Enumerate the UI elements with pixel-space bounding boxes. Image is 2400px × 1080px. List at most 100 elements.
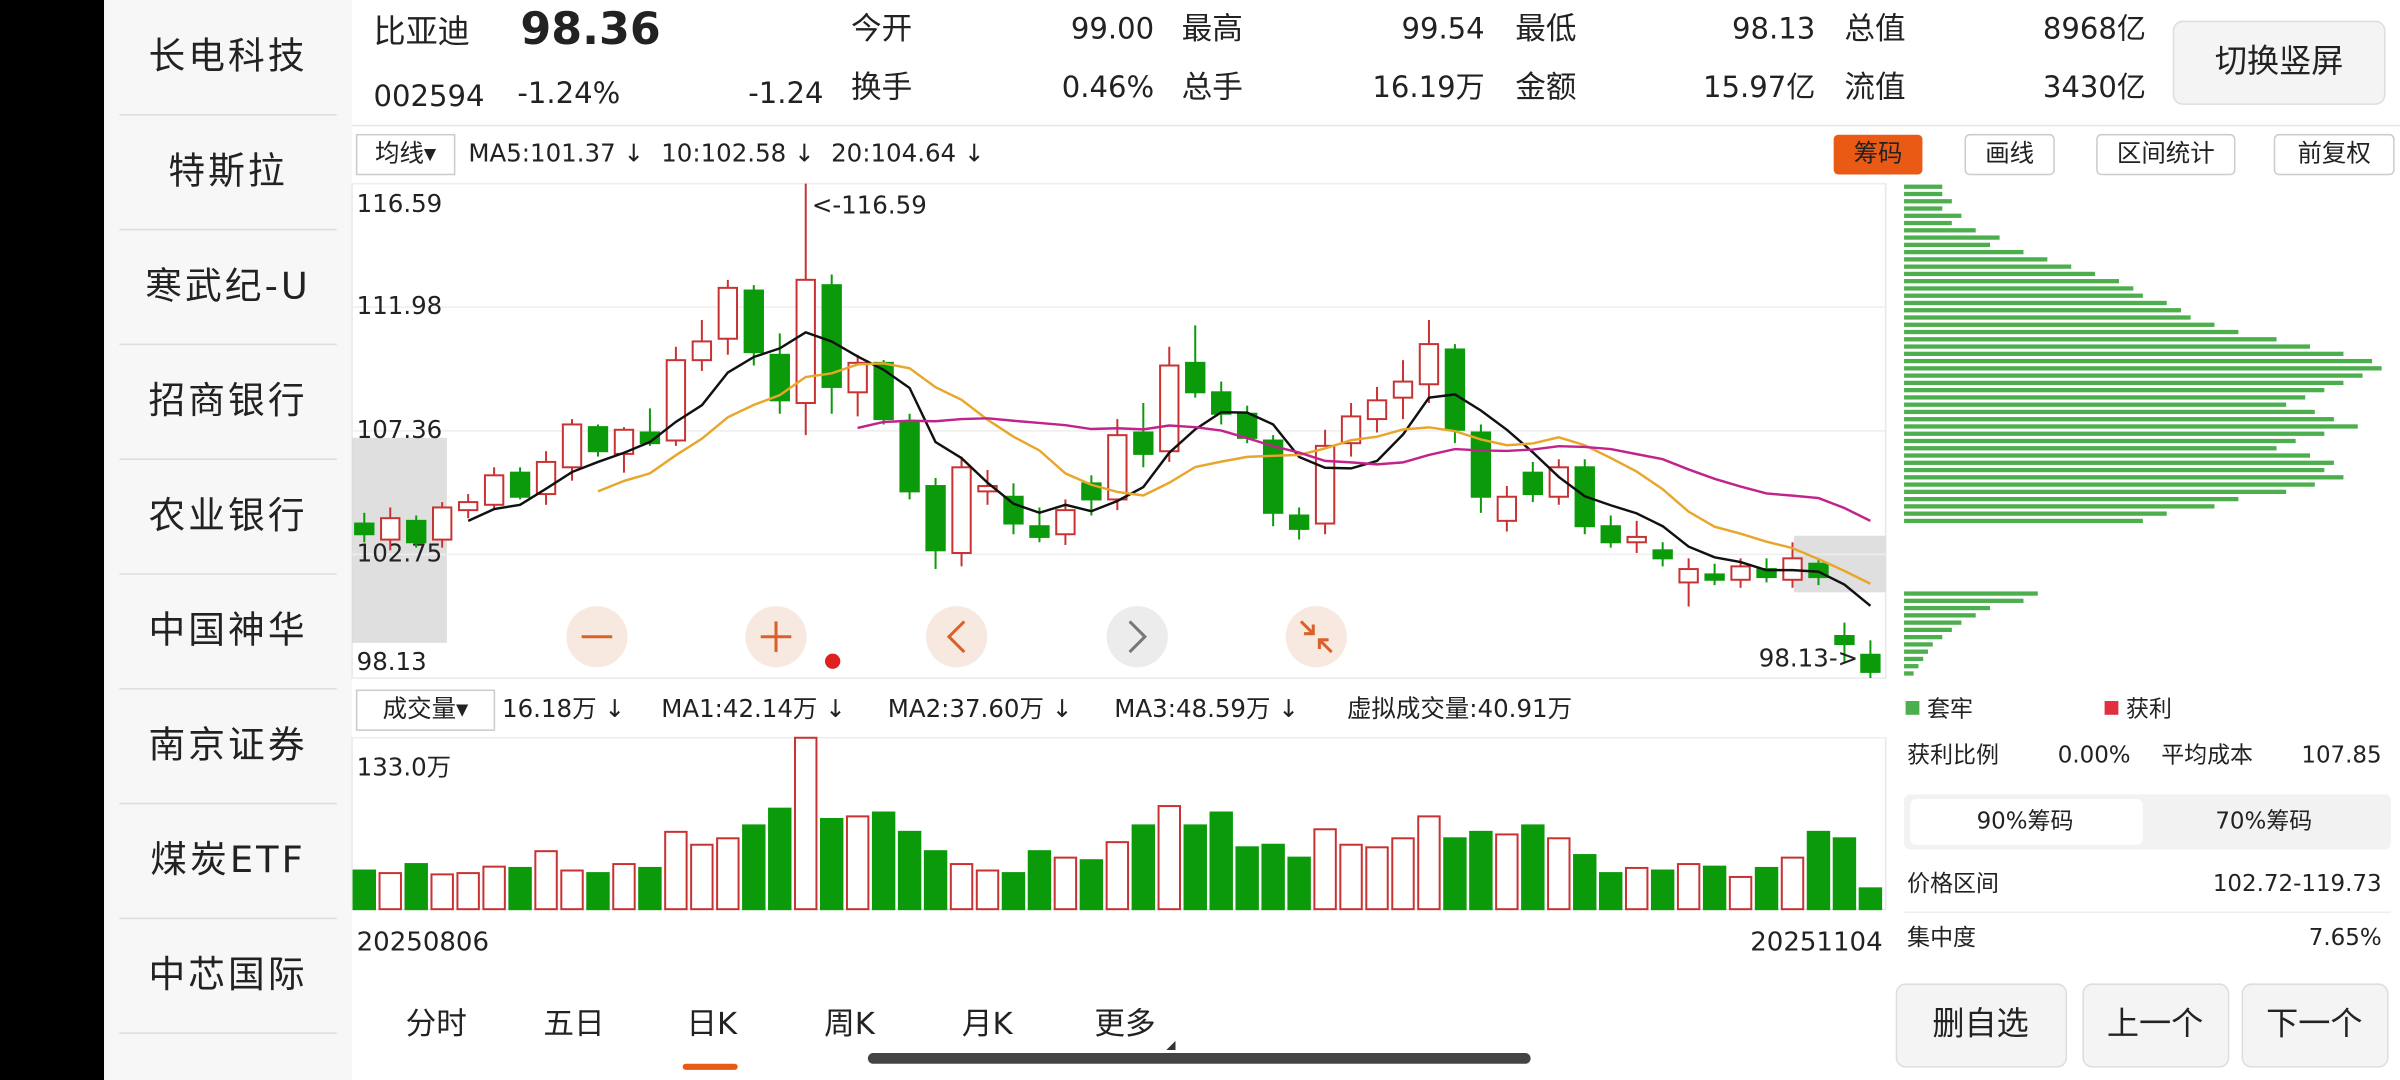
volume-bar: [612, 863, 636, 911]
chip-tab-selected[interactable]: [1910, 798, 2143, 845]
volume-bar: [1105, 841, 1130, 911]
volume-bar: [1443, 837, 1467, 911]
stat-value: 3430亿: [2043, 70, 2146, 104]
candle-body: [1107, 434, 1128, 501]
volume-bar: [1313, 828, 1337, 911]
collapse[interactable]: [1285, 606, 1347, 668]
chip-bar: [1904, 460, 2334, 465]
range-button[interactable]: [2096, 133, 2236, 176]
sidebar-item[interactable]: 长电科技: [148, 35, 307, 78]
candle-body: [691, 340, 713, 362]
chip-tab[interactable]: 90%筹码: [1977, 808, 2074, 834]
chip-label: 价格区间: [1907, 871, 1999, 897]
button-bg[interactable]: [2082, 983, 2230, 1068]
toolbar-button-label[interactable]: 筹码: [1854, 139, 1903, 168]
volume-bar: [1001, 872, 1026, 911]
stat-label: 最低: [1515, 12, 1576, 47]
toolbar-button-label[interactable]: 前复权: [2297, 139, 2370, 168]
period-tab[interactable]: 日K: [686, 1007, 738, 1042]
stat-label: 流值: [1844, 70, 1905, 105]
bottom-button-label[interactable]: 删自选: [1932, 1005, 2028, 1043]
stat-value: 15.97亿: [1703, 70, 1815, 104]
volume-bar: [794, 736, 818, 911]
y-tick-label: 111.98: [357, 291, 443, 320]
chip-bar: [1904, 206, 1943, 211]
chip-bar: [1904, 271, 2096, 277]
bottom-button-label[interactable]: 下一个: [2266, 1005, 2362, 1043]
volume-bar: [1858, 887, 1883, 911]
orient-button-label[interactable]: 切换竖屏: [2215, 42, 2344, 80]
volume-bar: [534, 850, 558, 911]
orient-button[interactable]: [2172, 20, 2386, 105]
stock-code: 002594: [373, 79, 484, 113]
home-indicator: [867, 1053, 1531, 1064]
vol-ma1: MA1:42.14万 ↓: [661, 694, 845, 723]
sidebar-item[interactable]: 中国神华: [148, 609, 307, 652]
candle-body: [406, 519, 427, 544]
change-pct: -1.24%: [517, 76, 620, 110]
sidebar-item[interactable]: 中芯国际: [148, 953, 307, 996]
toolbar-button-label[interactable]: 画线: [1985, 139, 2034, 168]
stat-label: 最高: [1182, 12, 1243, 47]
sidebar-item[interactable]: 特斯拉: [168, 149, 287, 192]
volume-bar: [1053, 856, 1078, 911]
legend-label: 套牢: [1927, 697, 1973, 723]
sidebar: [104, 0, 353, 1080]
period-tab[interactable]: 月K: [962, 1007, 1014, 1042]
vol-select-box[interactable]: [355, 689, 496, 731]
volume-bar: [1521, 824, 1545, 911]
period-tab[interactable]: 分时: [406, 1007, 467, 1042]
move-left[interactable]: [926, 606, 988, 668]
chip-bar: [1904, 279, 2119, 284]
volume-bar: [404, 863, 428, 911]
candle-body: [1055, 509, 1076, 536]
sidebar-item[interactable]: 寒武纪-U: [145, 264, 311, 307]
chip-bar: [1904, 511, 2167, 516]
stat-value: 0.46%: [1062, 70, 1154, 104]
volume-bar: [1183, 824, 1207, 911]
candle-body: [821, 284, 842, 388]
chip-bar: [1904, 656, 1924, 662]
more-corner: [1166, 1040, 1176, 1050]
sidebar-item[interactable]: 煤炭ETF: [150, 838, 306, 881]
draw-button[interactable]: [1964, 133, 2055, 176]
candle-body: [483, 474, 505, 506]
candle-body: [1392, 380, 1414, 399]
chip-bar: [1904, 431, 2325, 436]
volume-bar: [1339, 843, 1363, 911]
volume-bar: [1131, 824, 1156, 911]
period-tab[interactable]: 周K: [824, 1007, 876, 1042]
chip-bar: [1904, 191, 1943, 197]
button-bg[interactable]: [2241, 983, 2389, 1068]
volume-bar: [1573, 854, 1597, 911]
chip-bar: [1904, 504, 2215, 509]
toolbar-button-label[interactable]: 区间统计: [2117, 139, 2215, 168]
sidebar-item[interactable]: 招商银行: [148, 379, 307, 422]
chip-bar: [1904, 402, 2287, 407]
chip-bar: [1904, 264, 2072, 269]
chip-bar: [1904, 351, 2344, 356]
chip-tab[interactable]: 70%筹码: [2215, 808, 2312, 834]
chip-bar: [1904, 635, 1943, 640]
sidebar-item[interactable]: 农业银行: [148, 494, 307, 537]
bottom-button-label[interactable]: 上一个: [2107, 1005, 2203, 1043]
chip-value: 102.72-119.73: [2213, 871, 2382, 897]
move-right[interactable]: [1106, 606, 1168, 668]
chip-bar: [1904, 664, 1919, 669]
volume-bar: [1676, 863, 1701, 911]
period-tab[interactable]: 五日: [543, 1007, 604, 1042]
ma-select-box[interactable]: [355, 133, 456, 176]
zoom-controls: [566, 606, 1347, 669]
stat-label: 金额: [1515, 70, 1576, 105]
sidebar-item[interactable]: 南京证券: [148, 723, 307, 766]
y-tick-label: 98.13: [357, 647, 427, 676]
change: -1.24: [748, 76, 823, 110]
stat-value: 99.54: [1401, 12, 1484, 46]
period-tab[interactable]: 更多: [1094, 1007, 1155, 1042]
candle-body: [1314, 444, 1336, 525]
candle-body: [1470, 431, 1492, 498]
chip-button[interactable]: [1833, 134, 1923, 175]
button-bg[interactable]: [1895, 983, 2068, 1068]
adjust-button[interactable]: [2273, 133, 2395, 176]
candle-body: [509, 471, 531, 498]
